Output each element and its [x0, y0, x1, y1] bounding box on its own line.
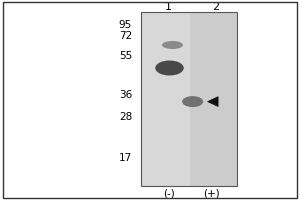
Polygon shape [208, 97, 218, 106]
Text: 95: 95 [119, 20, 132, 30]
Text: 28: 28 [119, 112, 132, 122]
Ellipse shape [182, 96, 203, 107]
Bar [190, 12, 237, 186]
Ellipse shape [155, 60, 184, 75]
Ellipse shape [162, 41, 183, 49]
Bar [141, 12, 190, 186]
Text: 2: 2 [212, 2, 219, 12]
Text: (+): (+) [203, 189, 220, 199]
Text: 55: 55 [119, 51, 132, 61]
Text: 17: 17 [119, 153, 132, 163]
Text: 72: 72 [119, 31, 132, 41]
Text: 36: 36 [119, 90, 132, 100]
Text: (-): (-) [163, 189, 175, 199]
Text: 1: 1 [165, 2, 172, 12]
Bar [141, 12, 237, 186]
